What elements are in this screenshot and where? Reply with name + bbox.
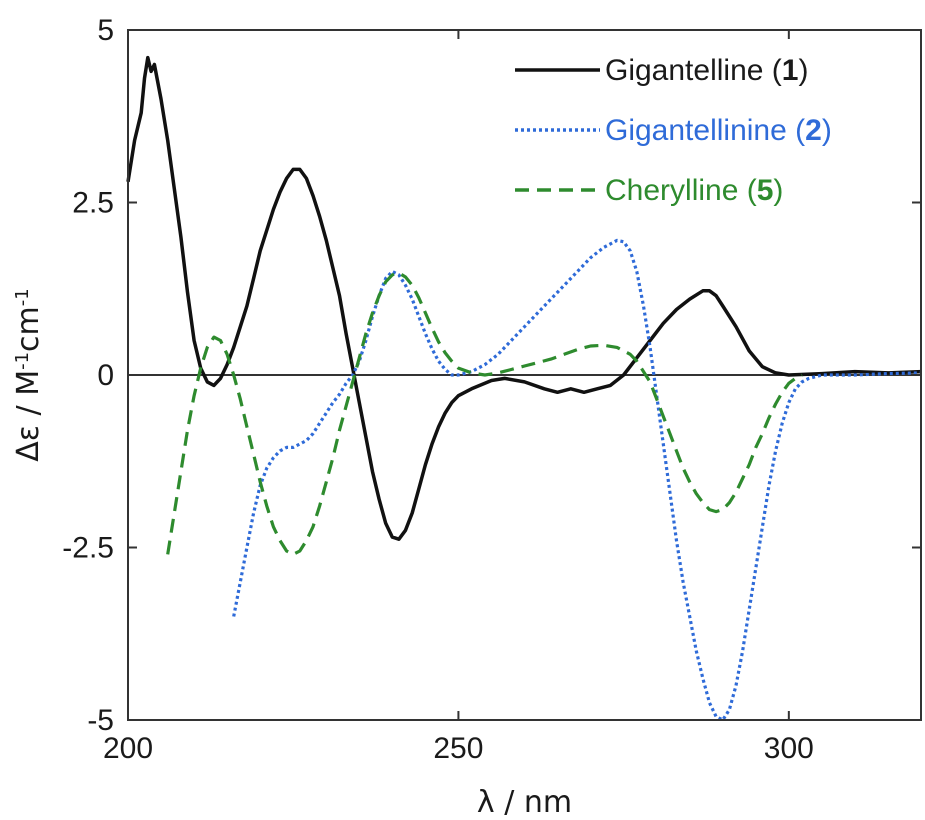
legend-label-1: Gigantelline (1) — [605, 54, 808, 87]
series-line-3 — [166, 271, 803, 556]
y-tick-label: -5 — [87, 704, 114, 737]
y-tick-label: -2.5 — [62, 532, 114, 565]
x-tick-label: 200 — [103, 732, 153, 765]
series-layer — [126, 55, 922, 722]
y-axis-title: Δε / M-1cm-1 — [11, 288, 46, 461]
series-line-1 — [126, 55, 922, 541]
x-axis-title: λ / nm — [477, 785, 572, 820]
y-tick-label: 2.5 — [72, 187, 114, 220]
tick-layer: 200 250 300 5 2.5 0 -2.5 -5 — [62, 14, 921, 765]
x-tick-label: 250 — [433, 732, 483, 765]
series-line-2 — [232, 238, 922, 722]
legend: Gigantelline (1) Gigantellinine (2) Cheryl… — [515, 54, 832, 207]
y-tick-label: 0 — [97, 359, 114, 392]
x-tick-label: 300 — [764, 732, 814, 765]
legend-label-3: Cherylline (5) — [605, 174, 783, 207]
y-tick-label: 5 — [97, 14, 114, 47]
legend-label-2: Gigantellinine (2) — [605, 114, 832, 147]
